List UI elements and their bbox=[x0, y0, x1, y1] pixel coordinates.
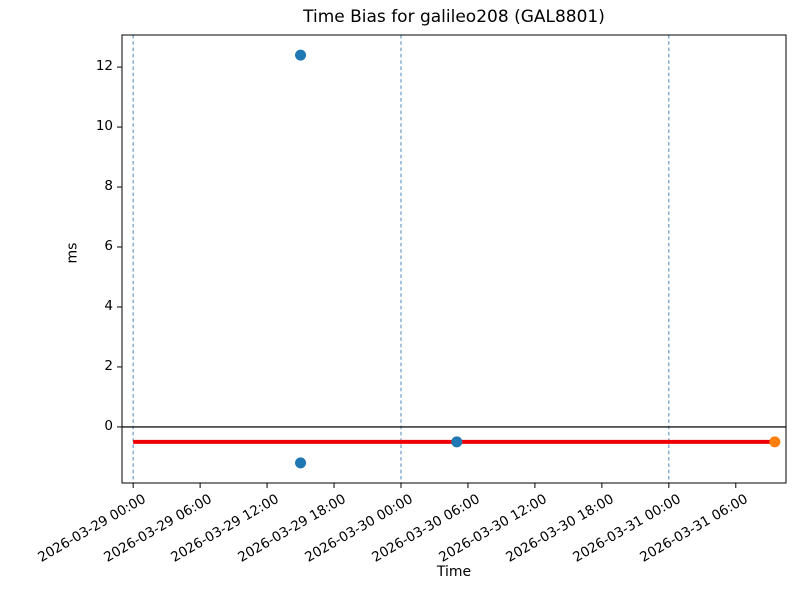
y-tick-label: 12 bbox=[95, 58, 113, 75]
y-tick-label: 10 bbox=[95, 118, 113, 135]
plot-border bbox=[121, 34, 787, 484]
y-tick-label: 0 bbox=[104, 417, 113, 434]
latest-measurement-point bbox=[769, 436, 781, 448]
bias-measurements-point bbox=[295, 457, 307, 469]
y-tick-label: 4 bbox=[104, 297, 113, 314]
chart-title: Time Bias for galileo208 (GAL8801) bbox=[303, 7, 605, 27]
y-tick-label: 2 bbox=[104, 357, 113, 374]
y-tick-label: 6 bbox=[104, 238, 113, 254]
bias-measurements-point bbox=[295, 49, 307, 61]
bias-measurements-point bbox=[451, 436, 463, 448]
y-tick-label: 8 bbox=[104, 178, 113, 195]
x-axis-label: Time bbox=[436, 564, 472, 580]
